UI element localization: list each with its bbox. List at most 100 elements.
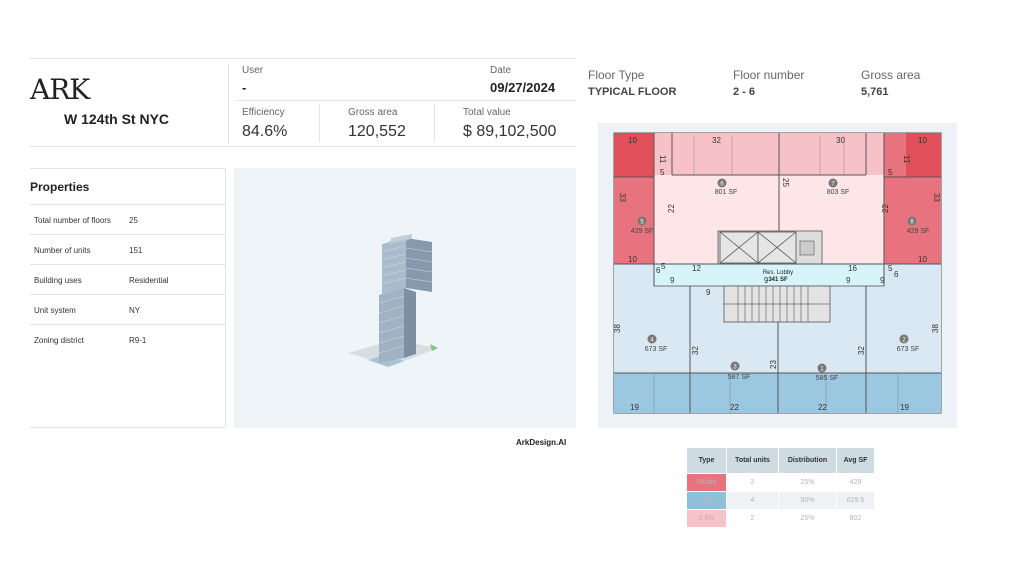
property-row: Number of units 151: [30, 235, 226, 265]
unit-type-cell: 1 BR: [686, 491, 727, 510]
unit-number: 1: [820, 367, 824, 373]
gross-area-value: 120,552: [348, 123, 406, 140]
property-value: 25: [129, 216, 138, 225]
floor-type-value: TYPICAL FLOOR: [588, 86, 677, 98]
dim-label: 38: [613, 324, 622, 333]
property-label: Total number of floors: [34, 216, 111, 225]
header-bottom-divider: [30, 146, 576, 147]
dim-label: 10: [628, 255, 637, 264]
units-cell: 2: [726, 473, 779, 492]
property-row: Unit system NY: [30, 295, 226, 325]
column-header: Distribution: [778, 447, 837, 474]
dim-label: 22: [667, 204, 676, 213]
column-header: Total units: [726, 447, 779, 474]
property-value: R9-1: [129, 336, 147, 345]
header-vertical-divider: [228, 64, 229, 144]
dim-label: 12: [692, 264, 701, 273]
floor-type-label: Floor Type: [588, 68, 645, 82]
dim-label: 32: [857, 346, 866, 355]
gross-area-label: Gross area: [348, 107, 398, 118]
summary-col-divider-1: [319, 104, 320, 142]
unit-number: 4: [650, 338, 654, 344]
building-3d-model: [348, 234, 438, 367]
avg-sf-cell: 802: [836, 509, 875, 528]
unit-studio-left-balcony: [614, 133, 654, 177]
properties-title-divider: [30, 204, 226, 205]
dim-label: 5: [660, 168, 665, 177]
dim-label: 30: [836, 136, 845, 145]
unit-number: 5: [640, 220, 644, 226]
property-value: Residential: [129, 276, 169, 285]
unit-number: 8: [910, 220, 914, 226]
dim-label: 10: [918, 255, 927, 264]
property-row: Building uses Residential: [30, 265, 226, 295]
footer-brand: ArkDesign.AI: [516, 438, 567, 447]
dim-label: 6: [894, 270, 899, 279]
floor-plan-panel[interactable]: 10 32 30 10 11 11 5 5 25 33 33 22 22 10 …: [598, 123, 957, 428]
summary-mid-divider: [237, 100, 576, 101]
dim-label: 5: [661, 262, 666, 271]
dim-label: 6: [656, 266, 661, 275]
unit-type-cell: Studio: [686, 473, 727, 492]
dim-label: 33: [932, 193, 941, 202]
avg-sf-cell: 629.5: [836, 491, 875, 510]
dim-label: 32: [712, 136, 721, 145]
dim-label: 22: [730, 403, 739, 412]
unit-number: 6: [720, 182, 724, 188]
unit-marker-2: [899, 334, 909, 344]
unit-number: 2: [902, 338, 906, 344]
properties-panel: [30, 168, 226, 428]
building-3d-viewer[interactable]: [234, 168, 576, 428]
units-cell: 4: [726, 491, 779, 510]
unit-marker-5: [637, 216, 647, 226]
dim-label: 9: [706, 288, 711, 297]
unit-marker-8: [907, 216, 917, 226]
dim-label: 19: [900, 403, 909, 412]
floor-number-value: 2 - 6: [733, 86, 756, 98]
lobby-area: 341 SF: [768, 277, 788, 283]
dim-label: 33: [618, 193, 627, 202]
efficiency-label: Efficiency: [242, 107, 285, 118]
properties-title: Properties: [30, 180, 90, 194]
header-top-divider: [30, 58, 576, 59]
property-value: NY: [129, 306, 141, 315]
property-value: 151: [129, 246, 143, 255]
dim-label: 22: [818, 403, 827, 412]
summary-col-divider-2: [434, 104, 435, 142]
total-value-label: Total value: [463, 107, 511, 118]
unit-area: 673 SF: [897, 346, 920, 353]
dim-label: 32: [691, 346, 700, 355]
property-row: Zoning district R9-1: [30, 325, 226, 355]
efficiency-value: 84.6%: [242, 123, 288, 140]
ark-logo: ARK: [30, 73, 90, 106]
trash-room: [799, 240, 815, 256]
floor-number-label: Floor number: [733, 68, 805, 82]
unit-marker-6: [717, 178, 727, 188]
unit-marker-1: [817, 363, 827, 373]
date-label: Date: [490, 65, 512, 76]
date-value: 09/27/2024: [490, 80, 556, 95]
table-row: 1 BR 4 50% 629.5: [686, 491, 875, 510]
floor-gross-label: Gross area: [861, 68, 921, 82]
dim-label: 5: [888, 264, 893, 273]
dim-label: 16: [848, 264, 857, 273]
unit-area: 803 SF: [827, 189, 850, 196]
dim-label: 25: [781, 178, 790, 187]
dim-label: 38: [931, 324, 940, 333]
floor-gross-value: 5,761: [861, 86, 889, 98]
unit-area: 429 SF: [631, 228, 654, 235]
total-value-value: $ 89,102,500: [463, 123, 557, 140]
unit-area: 801 SF: [715, 189, 738, 196]
property-label: Unit system: [34, 306, 76, 315]
unit-number: 3: [733, 365, 737, 371]
unit-area: 587 SF: [728, 374, 751, 381]
unit-area: 585 SF: [816, 375, 839, 382]
dim-label: 10: [628, 136, 637, 145]
dim-label: 19: [630, 403, 639, 412]
distribution-cell: 25%: [778, 473, 837, 492]
column-header: Type: [686, 447, 727, 474]
user-label: User: [242, 65, 264, 76]
unit-studio-right-balcony: [906, 133, 941, 177]
property-row: Total number of floors 25: [30, 205, 226, 235]
dim-label: 9: [846, 276, 851, 285]
